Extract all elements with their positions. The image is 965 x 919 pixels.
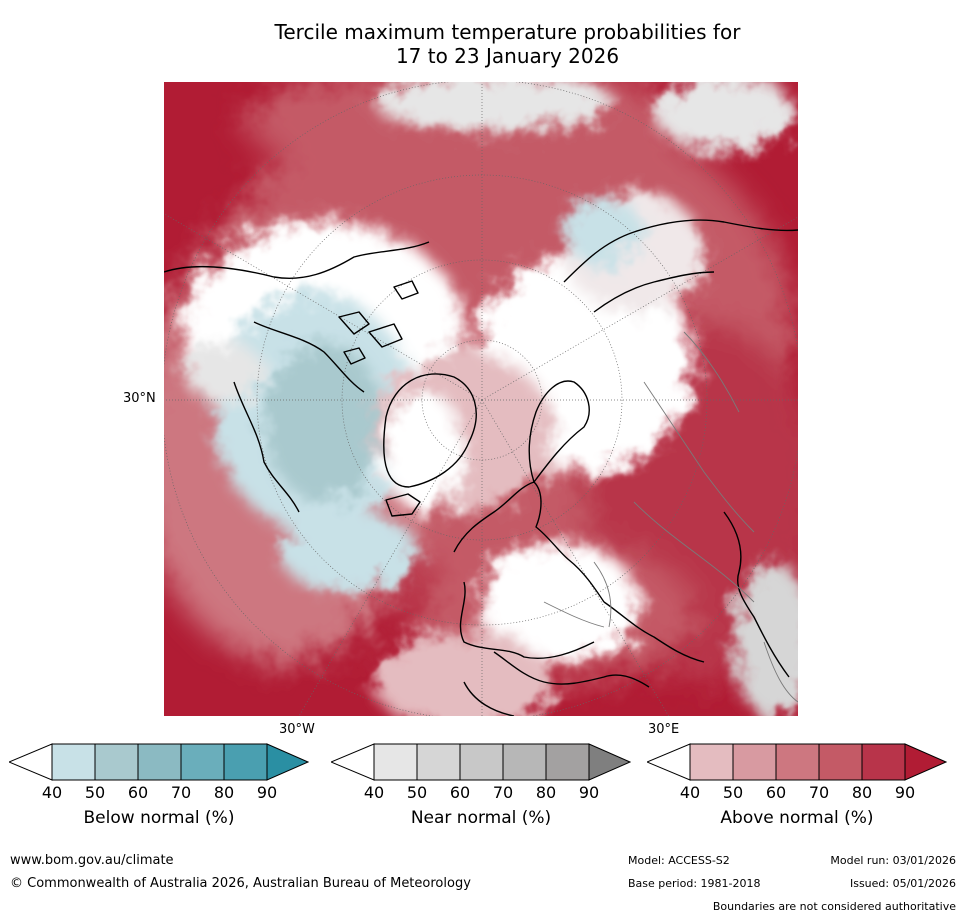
colorbar-near-normal <box>331 743 631 781</box>
tick-below-80: 80 <box>213 783 235 802</box>
scandinavia-coast <box>528 380 590 483</box>
colorbar-below-normal <box>9 743 309 781</box>
probability-field <box>164 82 798 716</box>
tick-below-50: 50 <box>84 783 106 802</box>
footer-issued: Issued: 05/01/2026 <box>849 877 956 890</box>
map-canvas <box>164 82 798 716</box>
footer-base-period: Base period: 1981-2018 <box>628 877 761 890</box>
colorbar-above-normal <box>647 743 947 781</box>
footer-model: Model: ACCESS-S2 <box>628 854 730 867</box>
footer-disclaimer: Boundaries are not considered authoritat… <box>712 900 956 913</box>
lat-label-30n: 30°N <box>123 391 156 406</box>
coastlines <box>164 219 798 716</box>
tick-near-50: 50 <box>406 783 428 802</box>
greenland-coast <box>383 373 477 488</box>
europe-coast <box>453 481 705 663</box>
tick-near-70: 70 <box>492 783 514 802</box>
footer-website[interactable]: www.bom.gov.au/climate <box>10 853 174 868</box>
colorbar-near-ticks: 40 50 60 70 80 90 <box>331 783 631 803</box>
tick-near-60: 60 <box>449 783 471 802</box>
tick-above-50: 50 <box>722 783 744 802</box>
canadian-archipelago <box>338 280 419 365</box>
colorbar-above-label: Above normal (%) <box>720 808 874 828</box>
footer-model-run: Model run: 03/01/2026 <box>830 854 956 867</box>
iceland-coast <box>385 493 421 517</box>
tick-above-60: 60 <box>765 783 787 802</box>
lon-label-30e: 30°E <box>648 722 680 737</box>
tick-below-90: 90 <box>256 783 278 802</box>
mediterranean-coast <box>463 651 650 716</box>
tick-below-40: 40 <box>41 783 63 802</box>
north-america-coast <box>164 241 430 513</box>
chart-title: Tercile maximum temperature probabilitie… <box>0 20 965 68</box>
probability-map[interactable] <box>164 82 798 716</box>
country-borders <box>543 331 798 703</box>
tick-above-70: 70 <box>808 783 830 802</box>
siberia-coast <box>563 219 798 313</box>
colorbar-above-ticks: 40 50 60 70 80 90 <box>647 783 947 803</box>
colorbar-near-swatches <box>331 743 631 781</box>
tick-above-90: 90 <box>894 783 916 802</box>
title-line-1: Tercile maximum temperature probabilitie… <box>274 20 741 44</box>
asia-coast <box>723 511 790 678</box>
colorbar-below-swatches <box>9 743 309 781</box>
colorbar-below-ticks: 40 50 60 70 80 90 <box>9 783 309 803</box>
title-line-2: 17 to 23 January 2026 <box>395 44 620 68</box>
tick-near-90: 90 <box>578 783 600 802</box>
colorbar-below-label: Below normal (%) <box>83 808 235 828</box>
colorbar-near-label: Near normal (%) <box>410 808 552 828</box>
lon-label-30w: 30°W <box>279 722 315 737</box>
tick-near-40: 40 <box>363 783 385 802</box>
tick-near-80: 80 <box>535 783 557 802</box>
tick-below-70: 70 <box>170 783 192 802</box>
tick-below-60: 60 <box>127 783 149 802</box>
colorbar-above-swatches <box>647 743 947 781</box>
footer-copyright: © Commonwealth of Australia 2026, Austra… <box>10 876 471 891</box>
tick-above-80: 80 <box>851 783 873 802</box>
tick-above-40: 40 <box>679 783 701 802</box>
